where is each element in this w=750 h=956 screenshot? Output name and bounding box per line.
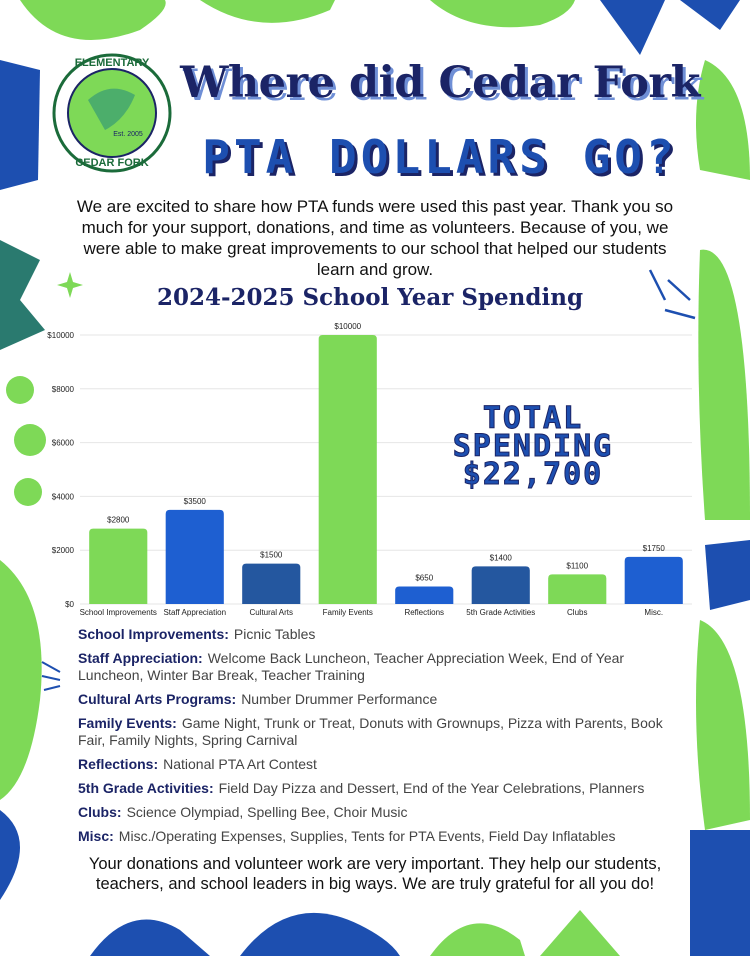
right-border (696, 620, 750, 830)
bottom-blob (90, 919, 210, 956)
detail-row: Family Events: Game Night, Trunk or Treat… (78, 715, 678, 749)
logo-est: Est. 2005 (113, 131, 143, 138)
detail-text: Misc./Operating Expenses, Supplies, Tent… (118, 828, 616, 844)
sparkle (57, 272, 83, 298)
detail-row: Misc: Misc./Operating Expenses, Supplies,… (78, 828, 678, 845)
title-line2: PTA DOLLARS GO? (202, 130, 678, 184)
detail-row: Reflections: National PTA Art Contest (78, 756, 678, 773)
detail-label: Staff Appreciation: (78, 650, 203, 666)
left-border (0, 810, 20, 900)
detail-text: Welcome Back Luncheon, Teacher Appreciat… (78, 650, 625, 683)
logo-top: ELEMENTARY (75, 57, 150, 69)
right-border (690, 830, 750, 956)
detail-label: Clubs: (78, 804, 122, 820)
detail-label: Reflections: (78, 756, 159, 772)
closing: Your donations and volunteer work are ve… (88, 855, 662, 893)
left-border (0, 240, 45, 350)
detail-label: School Improvements: (78, 626, 229, 642)
bottom-blob (540, 910, 620, 956)
accent-lines (648, 269, 696, 320)
title-line1: Where did Cedar Fork (180, 58, 700, 108)
accent-lines (41, 661, 61, 691)
detail-text: Picnic Tables (233, 626, 316, 642)
detail-text: Science Olympiad, Spelling Bee, Choir Mu… (126, 804, 408, 820)
logo-animal (88, 88, 135, 130)
detail-label: Cultural Arts Programs: (78, 691, 237, 707)
right-border (705, 540, 750, 610)
detail-label: Family Events: (78, 715, 177, 731)
blob (200, 0, 335, 23)
left-border (0, 60, 40, 190)
detail-text: Number Drummer Performance (241, 691, 438, 707)
bottom-blob (240, 912, 400, 956)
detail-text: National PTA Art Contest (163, 756, 317, 772)
dot (14, 424, 46, 456)
detail-row: Cultural Arts Programs: Number Drummer Pe… (78, 691, 678, 708)
right-border (696, 60, 750, 180)
intro: We are excited to share how PTA funds we… (76, 197, 674, 279)
blob (430, 0, 575, 28)
details: School Improvements: Picnic Tables Staff A… (78, 626, 678, 852)
bottom-blob (430, 923, 525, 956)
left-border (0, 560, 42, 800)
dot (6, 376, 34, 404)
detail-row: Staff Appreciation: Welcome Back Luncheon… (78, 650, 678, 684)
detail-row: School Improvements: Picnic Tables (78, 626, 678, 643)
dot (14, 478, 42, 506)
chart-title: 2024-2025 School Year Spending (156, 284, 584, 311)
right-border (698, 249, 750, 521)
blob (20, 0, 166, 40)
logo-bottom: CEDAR FORK (75, 157, 148, 169)
detail-label: 5th Grade Activities: (78, 780, 214, 796)
detail-row: Clubs: Science Olympiad, Spelling Bee, Ch… (78, 804, 678, 821)
detail-row: 5th Grade Activities: Field Day Pizza and… (78, 780, 678, 797)
blob (600, 0, 740, 55)
detail-label: Misc: (78, 828, 114, 844)
detail-text: Field Day Pizza and Dessert, End of the … (218, 780, 645, 796)
detail-text: Game Night, Trunk or Treat, Donuts with … (78, 715, 663, 748)
